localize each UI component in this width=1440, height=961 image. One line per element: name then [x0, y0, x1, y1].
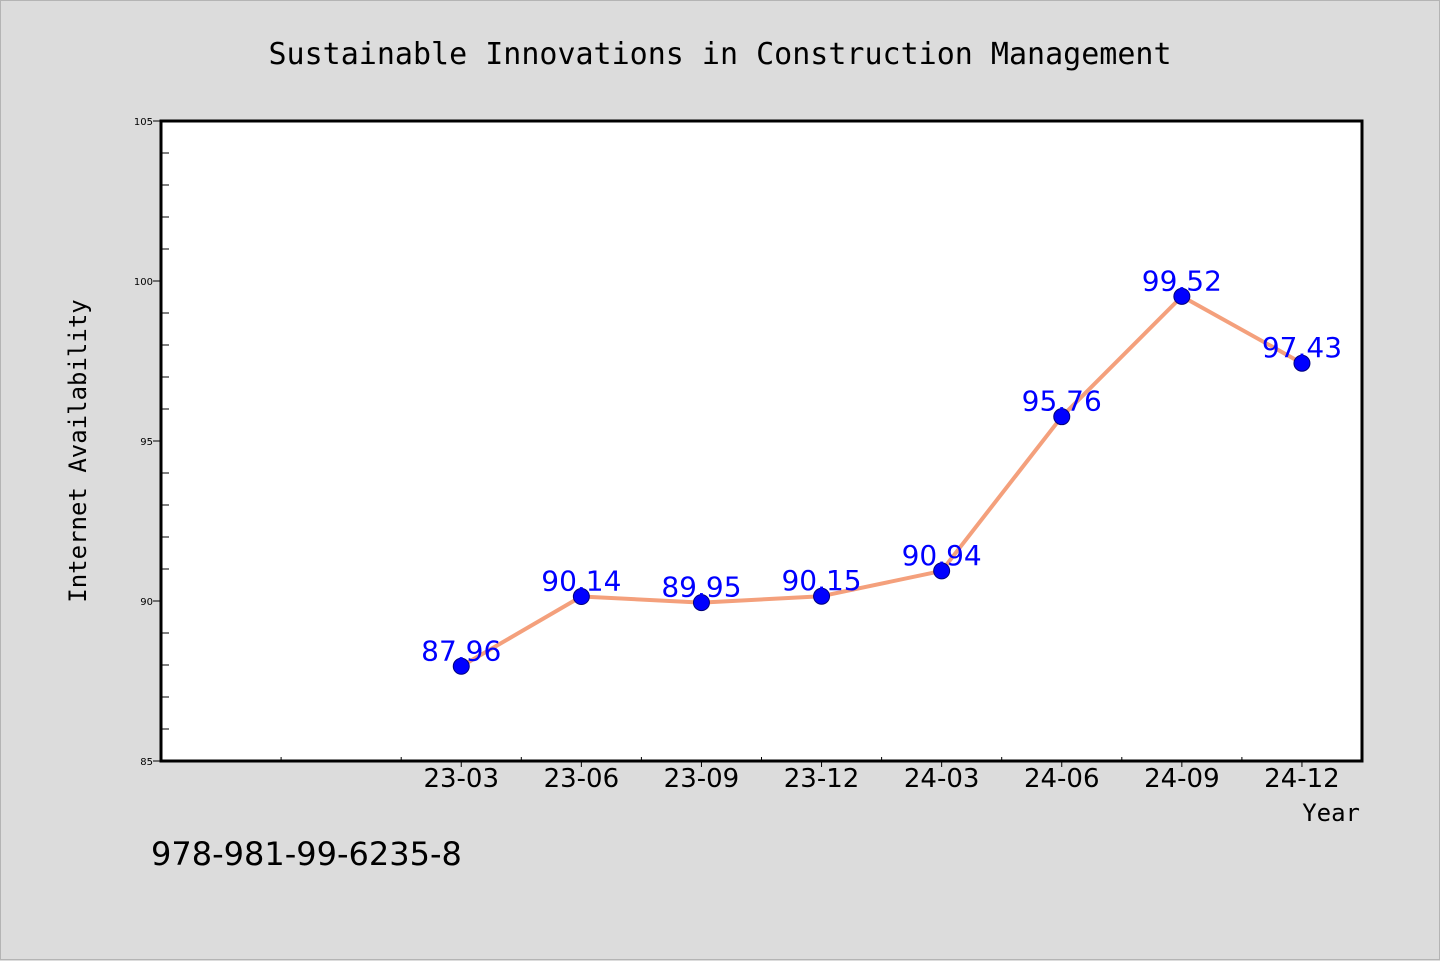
series-layer: 87.96 90.14 89.95 90.15 90.94 95.76 99.52 97.43: [421, 264, 1342, 675]
data-label: 90.14: [541, 565, 621, 598]
data-label: 95.76: [1022, 385, 1102, 418]
y-tick-label: 105: [134, 117, 153, 128]
x-axis-title: Year: [1302, 799, 1360, 827]
x-axis: 23-03 23-06 23-09 23-12 24-03 24-06 24-09 24-12: [160, 757, 1363, 794]
x-tick-label: 24-03: [904, 764, 980, 794]
x-tick-label: 23-09: [664, 764, 740, 794]
data-point: [572, 588, 590, 606]
x-tick-label: 23-06: [544, 764, 620, 794]
plot-area: [159, 119, 1364, 763]
data-point: [1293, 354, 1311, 372]
series-line: [460, 294, 1303, 669]
data-point: [1173, 287, 1191, 305]
data-point: [452, 657, 470, 675]
data-point: [692, 594, 710, 612]
x-tick-label: 24-06: [1024, 764, 1100, 794]
data-label: 97.43: [1262, 331, 1342, 364]
y-tick-label: 100: [134, 277, 153, 288]
y-tick-label: 85: [140, 757, 153, 768]
y-axis: 85 90 95 100 105: [134, 117, 169, 768]
y-tick-label: 90: [140, 597, 153, 608]
data-label: 89.95: [661, 571, 741, 604]
data-point: [1053, 408, 1071, 426]
data-label: 90.15: [781, 564, 861, 597]
x-tick-label: 23-03: [423, 764, 499, 794]
x-tick-label: 23-12: [784, 764, 860, 794]
data-point: [933, 562, 951, 580]
data-label: 87.96: [421, 634, 501, 667]
isbn-text: 978-981-99-6235-8: [151, 835, 462, 873]
y-tick-label: 95: [140, 437, 153, 448]
x-tick-label: 24-09: [1144, 764, 1220, 794]
data-point: [813, 587, 831, 605]
data-label: 90.94: [902, 539, 982, 572]
x-tick-label: 24-12: [1264, 764, 1340, 794]
y-axis-title: Internet Availability: [64, 299, 92, 602]
data-label: 99.52: [1142, 264, 1222, 297]
chart-title: Sustainable Innovations in Construction …: [268, 37, 1171, 72]
